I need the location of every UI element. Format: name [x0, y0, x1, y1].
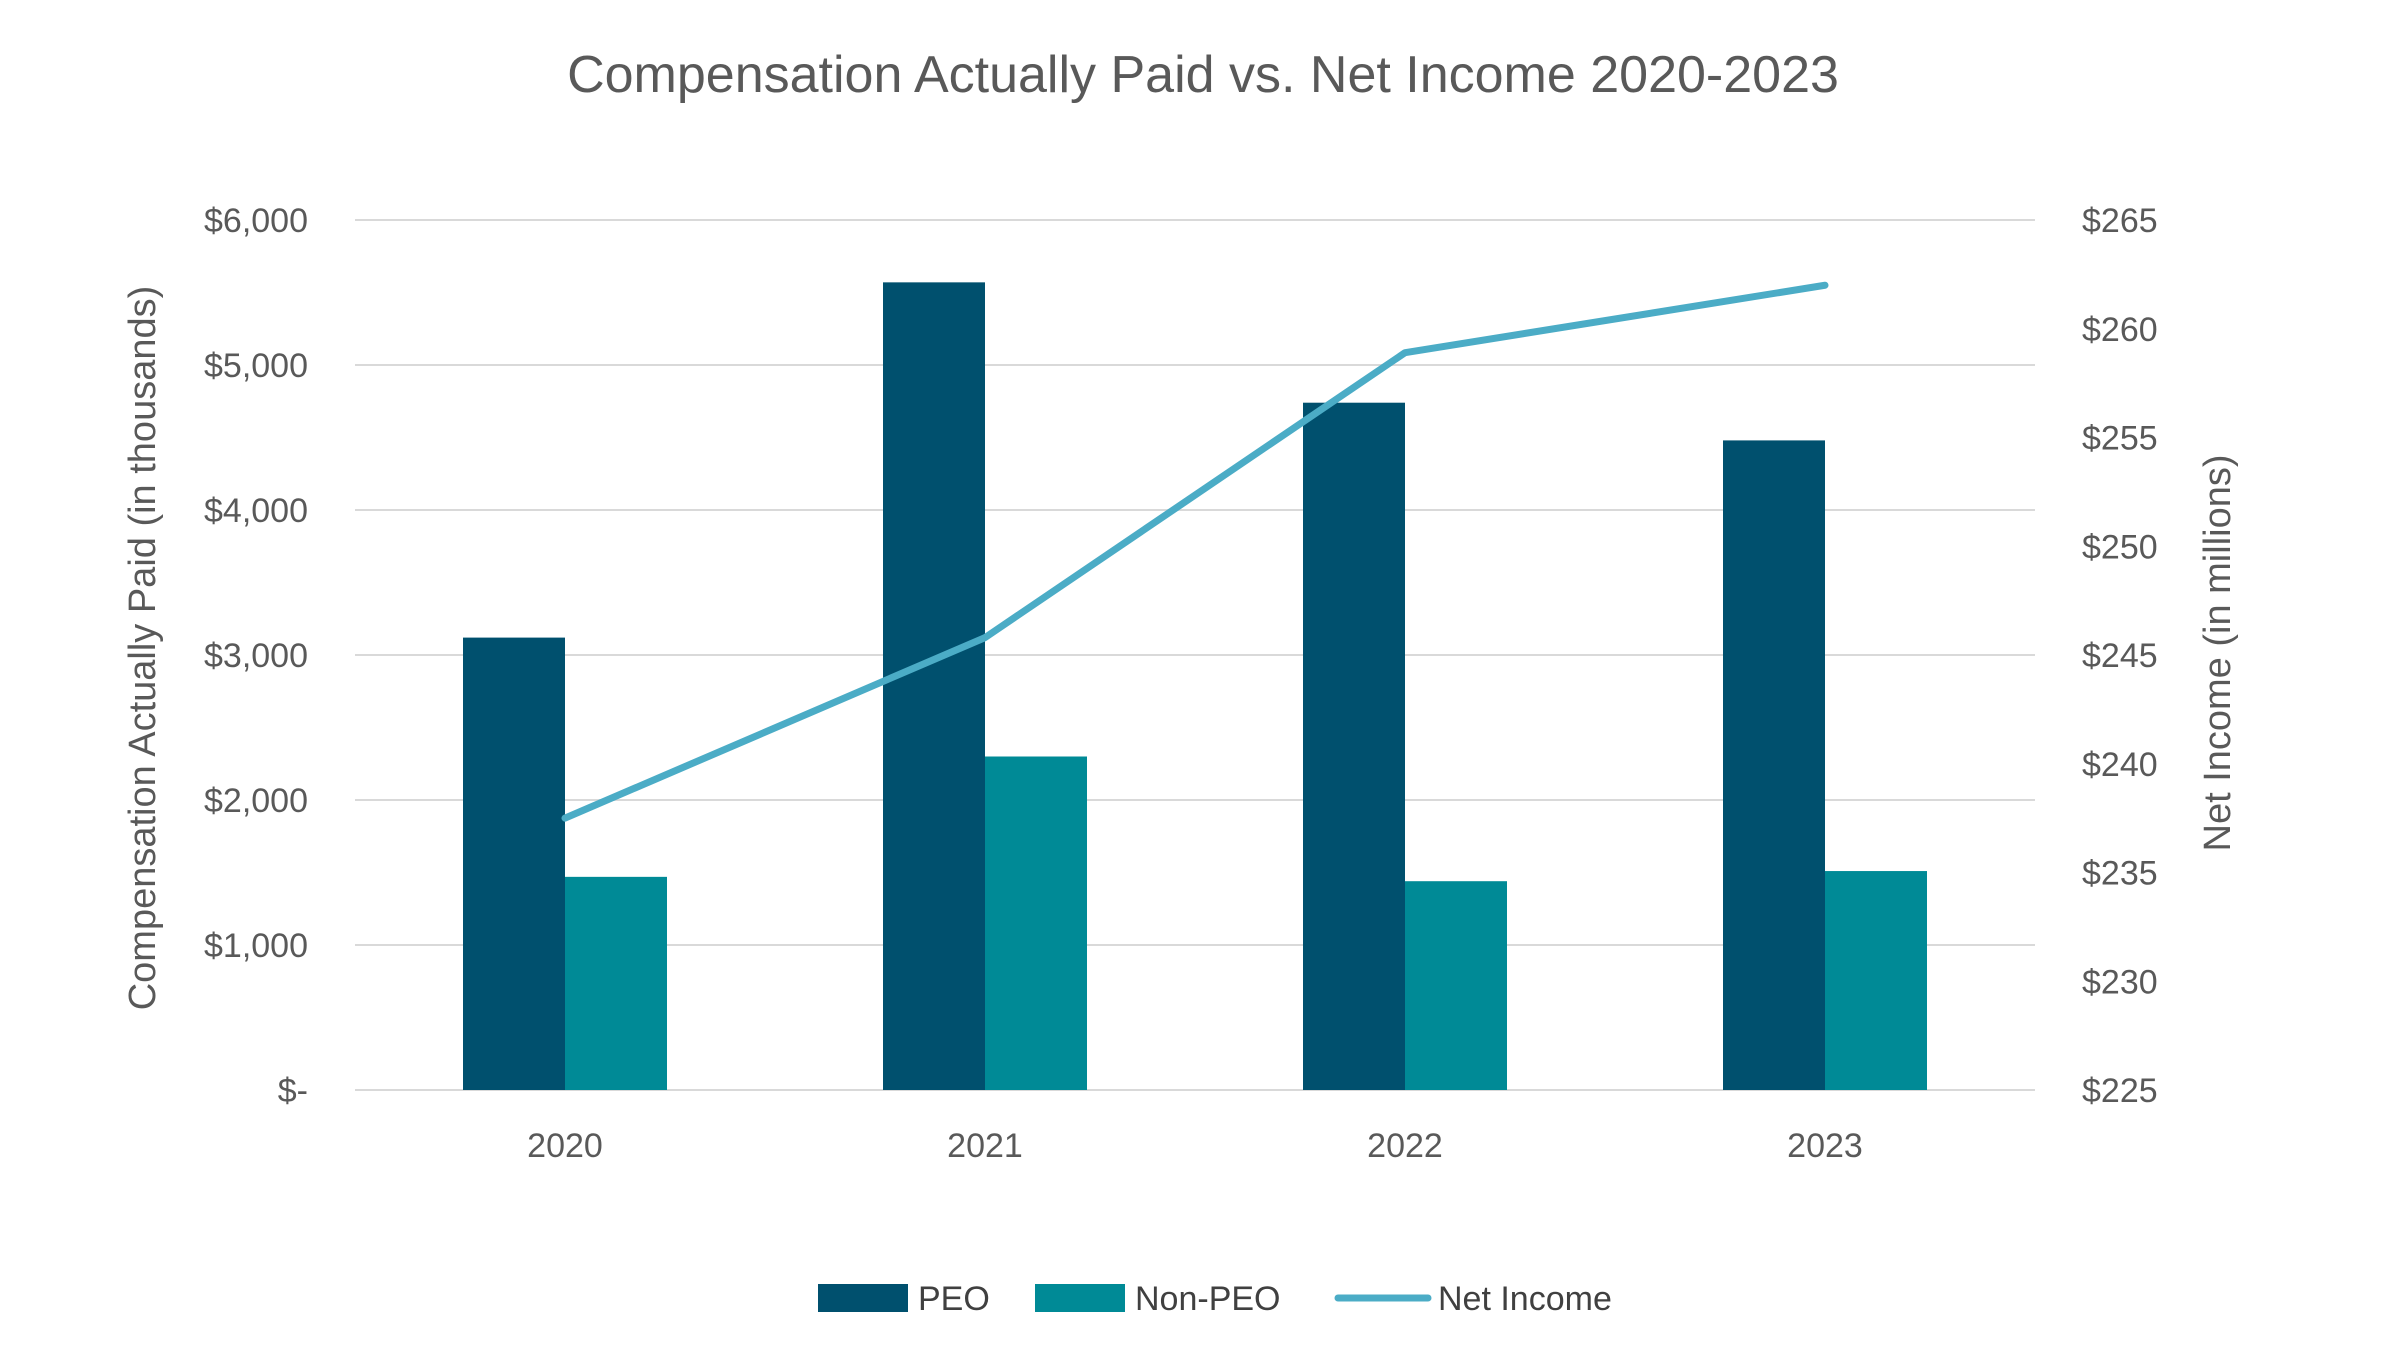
right-axis-tick-label: $235 — [2082, 855, 2158, 893]
left-axis-tick-label: $- — [278, 1072, 308, 1110]
right-axis-tick-label: $260 — [2082, 311, 2158, 349]
left-axis-tick-label: $1,000 — [204, 927, 308, 965]
legend: PEO Non-PEO Net Income — [818, 1280, 1612, 1318]
legend-label-non-peo: Non-PEO — [1135, 1280, 1281, 1318]
right-axis-tick-label: $255 — [2082, 420, 2158, 458]
bar-peo-2022 — [1303, 402, 1405, 1090]
legend-swatch-peo — [818, 1284, 908, 1312]
right-axis-tick-label: $245 — [2082, 637, 2158, 675]
right-axis-tick-label: $240 — [2082, 746, 2158, 784]
bar-non-peo-2020 — [565, 876, 667, 1090]
bar-non-peo-2022 — [1405, 881, 1507, 1090]
right-axis-label: Net Income (in millions) — [2197, 455, 2239, 852]
left-axis-tick-label: $4,000 — [204, 492, 308, 530]
bars — [463, 282, 1927, 1091]
bar-peo-2021 — [883, 282, 985, 1091]
x-axis-tick-label: 2020 — [527, 1127, 603, 1165]
legend-label-peo: PEO — [918, 1280, 990, 1318]
right-axis-tick-label: $225 — [2082, 1072, 2158, 1110]
legend-swatch-non-peo — [1035, 1284, 1125, 1312]
right-axis-tick-label: $250 — [2082, 528, 2158, 566]
x-axis-tick-label: 2022 — [1367, 1127, 1443, 1165]
x-axis-tick-label: 2023 — [1787, 1127, 1863, 1165]
left-axis-tick-label: $5,000 — [204, 347, 308, 385]
right-axis-tick-label: $265 — [2082, 202, 2158, 240]
right-axis-ticks: $225 $230 $235 $240 $245 $250 $255 $260 $265 — [2082, 202, 2158, 1110]
chart-title: Compensation Actually Paid vs. Net Incom… — [567, 46, 1839, 104]
net-income-line-layer — [561, 281, 1829, 822]
left-axis-tick-label: $6,000 — [204, 202, 308, 240]
legend-label-net-income: Net Income — [1438, 1280, 1612, 1318]
bar-non-peo-2023 — [1825, 871, 1927, 1090]
bar-non-peo-2021 — [985, 756, 1087, 1090]
right-axis-tick-label: $230 — [2082, 963, 2158, 1001]
net-income-line — [561, 281, 1829, 822]
bar-peo-2020 — [463, 637, 565, 1090]
bar-peo-2023 — [1723, 440, 1825, 1090]
left-axis-label: Compensation Actually Paid (in thousands… — [122, 286, 164, 1011]
left-axis-tick-label: $2,000 — [204, 782, 308, 820]
x-axis-tick-label: 2021 — [947, 1127, 1023, 1165]
x-axis-ticks: 2020 2021 2022 2023 — [527, 1127, 1863, 1165]
left-axis-ticks: $- $1,000 $2,000 $3,000 $4,000 $5,000 $6,000 — [204, 202, 308, 1110]
left-axis-tick-label: $3,000 — [204, 637, 308, 675]
